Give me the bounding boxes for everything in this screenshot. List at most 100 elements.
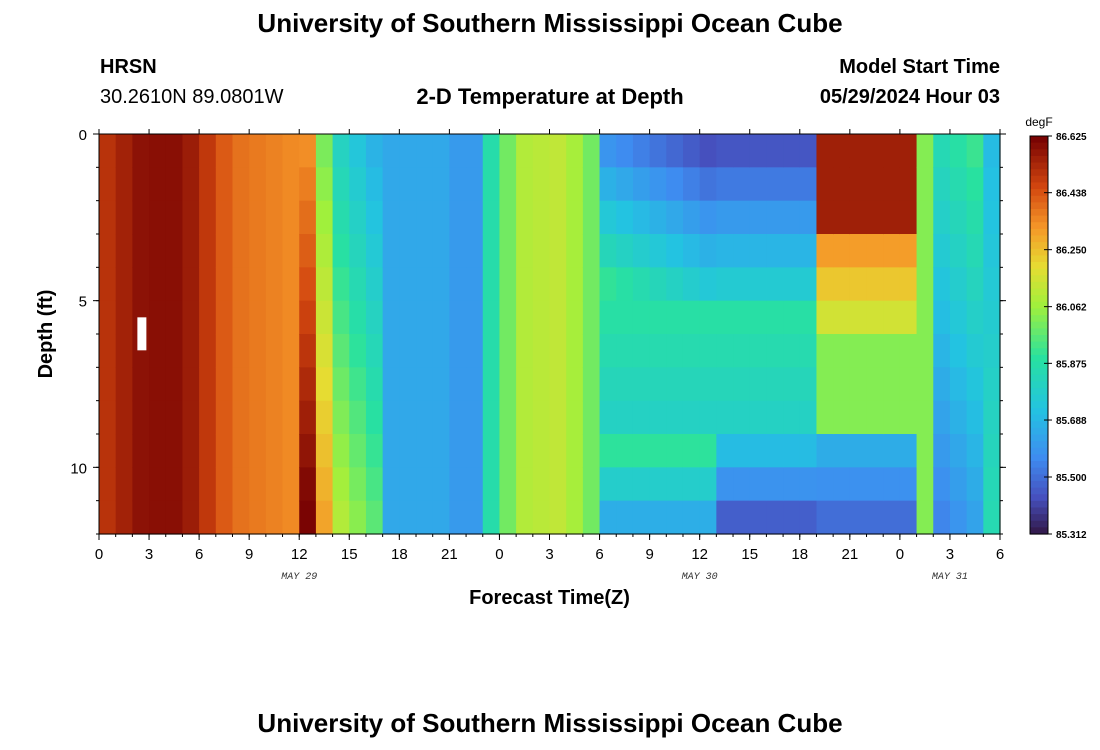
heatmap-cell [132,167,150,202]
colorbar-segment [1030,507,1048,515]
heatmap-cell [432,400,450,435]
heatmap-cell [599,167,617,202]
heatmap-cell [766,500,784,535]
heatmap-cell [365,134,384,168]
heatmap-cell [816,400,834,435]
colorbar-segment [1030,162,1048,170]
heatmap-cell [332,167,350,202]
heatmap-cell [632,334,651,368]
heatmap-cell [582,467,601,502]
heatmap-cell [282,400,300,435]
heatmap-cell [599,267,617,302]
heatmap-cell [966,200,984,235]
heatmap-cell [332,500,350,535]
heatmap-cell [833,434,851,468]
heatmap-cell [833,400,851,435]
heatmap-cell [416,334,434,368]
heatmap-cell [466,467,484,502]
colorbar-tick-label: 86.438 [1056,189,1087,200]
heatmap-cell [616,334,634,368]
colorbar-segment [1030,467,1048,475]
heatmap-cell [549,200,567,235]
heatmap-cell [933,267,951,302]
heatmap-cell [983,167,1001,202]
heatmap-cell [99,234,117,268]
heatmap-cell [733,300,751,335]
heatmap-cell [733,500,751,535]
heatmap-cell [466,334,484,368]
x-tick-label: 6 [195,546,203,563]
heatmap-cell [566,300,584,335]
heatmap-cell [749,367,768,402]
heatmap-cell [699,400,717,435]
x-tick-label: 18 [791,546,808,563]
heatmap-cell [833,200,851,235]
colorbar-segment [1030,441,1048,449]
heatmap-cell [883,200,901,235]
heatmap-cell [866,200,884,235]
heatmap-cell [315,300,334,335]
colorbar-segment [1030,434,1048,442]
heatmap-cell [482,467,501,502]
colorbar-segment [1030,208,1048,217]
heatmap-cell [416,400,434,435]
heatmap-cell [916,334,934,368]
heatmap-cell [783,167,801,202]
heatmap-cell [232,267,250,302]
heatmap-cell [666,200,684,235]
colorbar-segment [1030,480,1048,489]
heatmap-cell [215,234,234,268]
heatmap-cell [449,400,467,435]
heatmap-cell [749,167,768,202]
colorbar-segment [1030,195,1048,203]
heatmap-cell [199,300,217,335]
heatmap-cell [849,300,868,335]
station-coords: 30.2610N 89.0801W [100,86,284,108]
heatmap-cell [516,267,534,302]
heatmap-cell [866,400,884,435]
heatmap-cell [249,267,267,302]
colorbar-segment [1030,461,1048,469]
heatmap-cell [883,467,901,502]
colorbar-segment [1030,474,1048,482]
heatmap-cell [682,500,701,535]
heatmap-cell [599,500,617,535]
heatmap-cell [382,167,400,202]
heatmap-cell [199,500,217,535]
heatmap-cell [682,167,701,202]
heatmap-cell [849,367,868,402]
colorbar-segment [1030,262,1048,270]
heatmap-cell [916,167,934,202]
heatmap-cell [749,300,768,335]
heatmap-cell [282,500,300,535]
heatmap-cell [182,200,200,235]
colorbar-tick-label: 86.625 [1056,132,1087,143]
heatmap-cell [399,400,417,435]
heatmap-cell [983,434,1001,468]
heatmap-cell [199,434,217,468]
heatmap-cell [716,334,734,368]
heatmap-cell [916,134,934,168]
heatmap-cell [399,200,417,235]
colorbar-segment [1030,189,1048,197]
heatmap-cell [249,367,267,402]
heatmap-cell [232,500,250,535]
heatmap-cell [516,334,534,368]
heatmap-cell [933,300,951,335]
heatmap-cell [99,500,117,535]
x-tick-label: 0 [495,546,503,563]
heatmap-cell [733,200,751,235]
heatmap-cell [332,134,350,168]
heatmap-cell [816,500,834,535]
heatmap-cell [416,434,434,468]
heatmap-cell [482,300,501,335]
heatmap-cell [232,467,250,502]
heatmap-cell [749,134,768,168]
heatmap-cell [983,234,1001,268]
current-time-marker [137,317,147,351]
heatmap-cell [566,400,584,435]
heatmap-cell [866,367,884,402]
heatmap-cell [699,334,717,368]
heatmap-cell [733,134,751,168]
heatmap-cell [149,500,167,535]
